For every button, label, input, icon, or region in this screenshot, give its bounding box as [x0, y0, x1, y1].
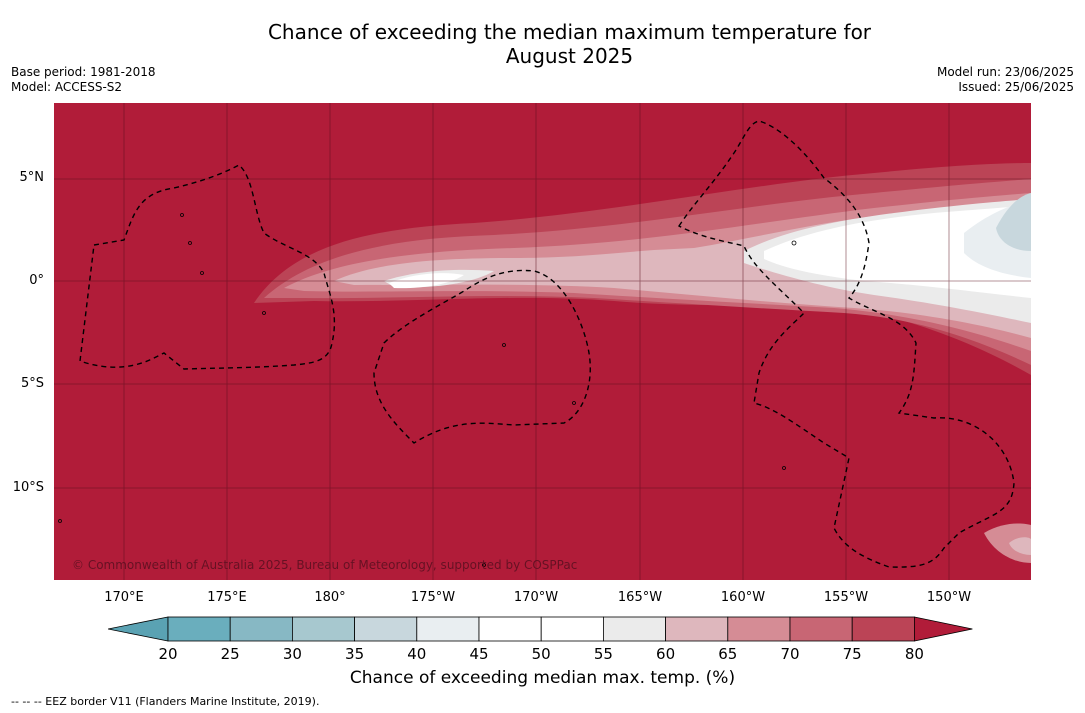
prob-band-se-patch-inner: [1009, 537, 1031, 555]
colorbar-tick-label: 60: [656, 645, 676, 663]
lon-label: 160°W: [720, 590, 766, 605]
colorbar-segment: [789, 616, 853, 642]
lon-label: 150°W: [926, 590, 972, 605]
colorbar-tick-label: 70: [780, 645, 800, 663]
eez-border-tokelau: [373, 269, 591, 444]
lat-label: 5°S: [20, 376, 44, 391]
lon-label: 155°W: [823, 590, 869, 605]
prob-band-50: [764, 205, 1031, 298]
prob-band-35: [996, 193, 1031, 251]
colorbar-segment: [167, 616, 231, 642]
meta-left: Base period: 1981-2018 Model: ACCESS-S2: [11, 65, 156, 95]
island-marker: [188, 241, 192, 245]
copyright-notice: © Commonwealth of Australia 2025, Bureau…: [72, 558, 578, 572]
lon-label: 180°: [314, 590, 346, 605]
island-marker: [572, 401, 576, 405]
lon-label: 170°W: [513, 590, 559, 605]
colorbar-segment: [851, 616, 915, 642]
issued-date: Issued: 25/06/2025: [958, 80, 1074, 94]
colorbar-tick-label: 75: [842, 645, 862, 663]
colorbar-tick-label: 80: [904, 645, 924, 663]
islands: [58, 213, 797, 567]
lat-label: 10°S: [12, 480, 44, 495]
colorbar-tick-label: 65: [718, 645, 738, 663]
lon-label: 175°W: [410, 590, 456, 605]
lon-label: 175°E: [207, 590, 247, 605]
island-marker: [200, 271, 204, 275]
colorbar-segment: [540, 616, 604, 642]
eez-border-kiribati: [677, 120, 1015, 568]
island-marker: [58, 519, 62, 523]
colorbar-over-triangle: [914, 616, 973, 642]
eez-footnote: -- -- -- EEZ border V11 (Flanders Marine…: [11, 695, 320, 708]
colorbar-segment: [291, 616, 355, 642]
model-run: Model run: 23/06/2025: [936, 65, 1074, 79]
island-marker: [791, 240, 797, 246]
map-svg: [54, 103, 1031, 580]
map-title: Chance of exceeding the median maximum t…: [0, 20, 1085, 68]
colorbar-title: Chance of exceeding median max. temp. (%…: [349, 668, 736, 688]
lon-label: 170°E: [104, 590, 144, 605]
colorbar-segment: [665, 616, 729, 642]
colorbar-tick-label: 25: [220, 645, 240, 663]
colorbar-segment: [602, 616, 666, 642]
lon-label: 165°W: [617, 590, 663, 605]
title-line-1: Chance of exceeding the median maximum t…: [267, 20, 872, 44]
colorbar-tick-label: 55: [593, 645, 613, 663]
colorbar-segment: [478, 616, 542, 642]
map-area: © Commonwealth of Australia 2025, Bureau…: [54, 103, 1031, 580]
colorbar-segment: [727, 616, 791, 642]
eez-borders: [79, 120, 1015, 568]
gridlines: [54, 103, 1031, 580]
colorbar-segment: [229, 616, 293, 642]
colorbar-tick-label: 50: [531, 645, 551, 663]
lat-label: 5°N: [19, 170, 45, 185]
base-period: Base period: 1981-2018: [11, 65, 156, 79]
model-name: Model: ACCESS-S2: [11, 80, 123, 94]
colorbar-tick-label: 30: [282, 645, 302, 663]
colorbar-segment: [416, 616, 480, 642]
meta-right: Model run: 23/06/2025 Issued: 25/06/2025: [937, 65, 1074, 95]
colorbar: [107, 616, 978, 642]
island-marker: [482, 563, 486, 567]
island-marker: [262, 311, 266, 315]
colorbar-segment: [354, 616, 418, 642]
colorbar-under-triangle: [107, 616, 169, 642]
island-marker: [180, 213, 184, 217]
lat-label: 0°: [29, 273, 44, 288]
colorbar-tick-label: 20: [158, 645, 178, 663]
colorbar-tick-label: 45: [469, 645, 489, 663]
title-line-2: August 2025: [505, 44, 634, 68]
colorbar-tick-label: 35: [345, 645, 365, 663]
island-marker: [502, 343, 506, 347]
island-marker: [782, 466, 786, 470]
colorbar-tick-label: 40: [407, 645, 427, 663]
colorbar-svg: [107, 616, 973, 642]
prob-band-se-patch: [984, 523, 1031, 563]
